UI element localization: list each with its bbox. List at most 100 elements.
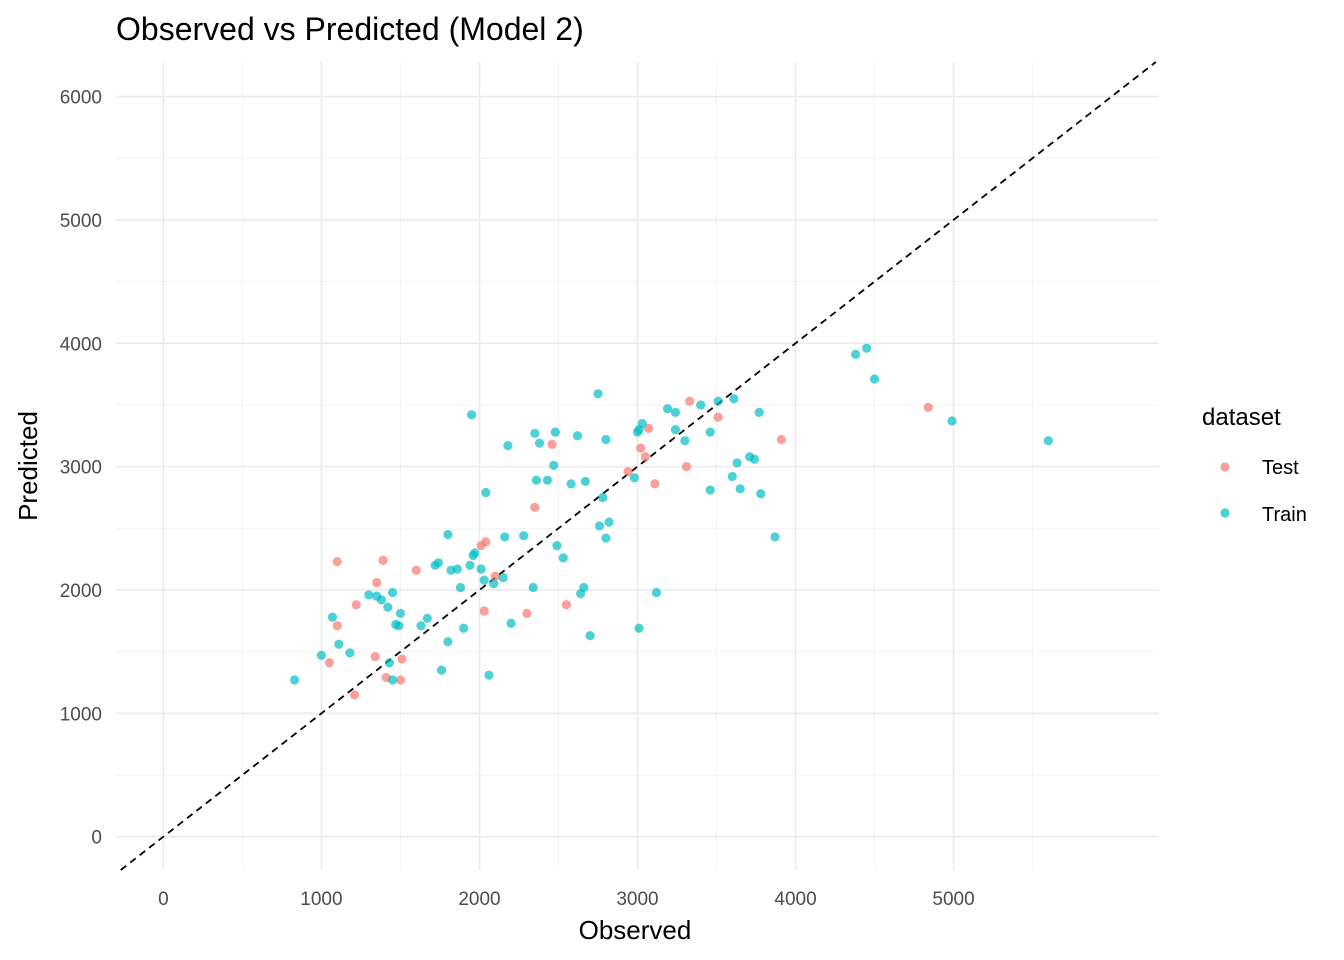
data-point-train	[754, 407, 764, 417]
y-tick-label: 0	[91, 828, 102, 849]
data-point-train	[316, 650, 327, 660]
legend-key-test	[1220, 462, 1230, 472]
data-point-train	[594, 521, 605, 531]
legend: dataset Test Train	[1202, 404, 1307, 526]
data-point-train	[850, 349, 861, 359]
data-point-train	[862, 343, 872, 353]
data-point-train	[459, 623, 469, 633]
data-point-test	[332, 557, 342, 567]
data-point-train	[770, 532, 780, 542]
data-point-train	[542, 475, 553, 485]
x-tick-label: 3000	[616, 889, 658, 910]
data-point-train	[484, 670, 494, 680]
data-point-test	[378, 555, 388, 565]
y-tick-label: 1000	[60, 704, 102, 725]
data-point-train	[585, 631, 595, 641]
data-point-train	[327, 612, 338, 622]
data-point-train	[572, 431, 583, 441]
data-point-test	[681, 462, 692, 472]
points-layer	[289, 343, 1053, 700]
data-point-test	[372, 577, 382, 588]
data-point-test	[650, 479, 660, 489]
data-point-test	[481, 537, 491, 547]
y-tick-label: 6000	[60, 88, 102, 109]
x-tick-label: 0	[158, 889, 169, 910]
data-point-train	[465, 560, 475, 570]
data-point-test	[623, 466, 633, 477]
data-point-train	[394, 621, 404, 631]
series-train	[289, 343, 1053, 685]
legend-label-test: Test	[1262, 457, 1299, 479]
legend-label-train: Train	[1262, 504, 1307, 526]
data-point-test	[479, 606, 489, 616]
x-tick-label: 1000	[300, 889, 342, 910]
data-point-test	[636, 443, 646, 453]
data-point-test	[547, 439, 557, 450]
x-tick-label: 2000	[458, 889, 500, 910]
data-point-train	[476, 564, 486, 574]
data-point-train	[395, 608, 406, 619]
legend-title: dataset	[1202, 404, 1281, 431]
y-tick-label: 3000	[60, 458, 102, 479]
data-point-train	[500, 532, 510, 542]
data-point-train	[696, 400, 706, 410]
data-point-train	[558, 553, 568, 563]
data-point-test	[351, 600, 361, 610]
x-axis-title: Observed	[579, 915, 692, 945]
data-point-test	[776, 434, 786, 445]
data-point-train	[436, 665, 447, 675]
data-point-test	[332, 621, 342, 631]
data-point-test	[397, 654, 407, 664]
data-point-train	[601, 533, 611, 543]
data-point-train	[670, 425, 681, 435]
data-point-train	[481, 487, 491, 498]
data-point-train	[550, 427, 560, 437]
data-point-test	[395, 675, 406, 685]
data-point-train	[637, 418, 647, 429]
data-point-test	[350, 690, 360, 700]
data-point-train	[662, 404, 673, 414]
data-point-test	[923, 402, 933, 413]
data-point-train	[729, 394, 739, 404]
data-point-train	[598, 492, 608, 503]
data-point-test	[370, 651, 380, 662]
data-point-train	[289, 675, 300, 685]
data-point-train	[629, 473, 639, 483]
data-point-train	[732, 458, 742, 468]
data-point-train	[422, 613, 432, 623]
data-point-test	[640, 452, 651, 462]
data-point-train	[579, 582, 589, 593]
y-axis-title: Predicted	[13, 411, 43, 521]
data-point-train	[466, 410, 477, 420]
data-point-train	[433, 558, 443, 568]
data-point-test	[713, 412, 723, 422]
data-point-train	[947, 416, 957, 426]
data-point-test	[643, 423, 654, 433]
data-point-train	[552, 540, 562, 551]
data-point-train	[376, 595, 387, 605]
y-tick-label: 5000	[60, 211, 102, 232]
data-point-test	[324, 658, 334, 668]
x-axis-ticks: 0 1000 2000 3000 4000 5000	[158, 889, 975, 910]
data-point-train	[680, 436, 690, 446]
series-test	[324, 396, 933, 700]
chart-title: Observed vs Predicted (Model 2)	[116, 11, 584, 47]
data-point-train	[713, 396, 723, 406]
data-point-train	[705, 427, 715, 437]
data-point-train	[601, 434, 611, 445]
data-point-train	[634, 623, 644, 633]
data-point-train	[384, 658, 394, 668]
major-gridlines	[116, 62, 1159, 870]
data-point-train	[566, 479, 576, 489]
data-point-train	[651, 587, 662, 598]
data-point-train	[593, 389, 603, 399]
x-tick-label: 5000	[932, 889, 974, 910]
reference-line-layer	[120, 61, 1157, 871]
y-tick-label: 4000	[60, 334, 102, 355]
data-point-train	[345, 648, 355, 658]
data-point-train	[534, 438, 545, 448]
data-point-train	[416, 621, 426, 631]
data-point-train	[443, 529, 453, 540]
data-point-test	[561, 600, 571, 610]
data-point-train	[452, 564, 462, 574]
